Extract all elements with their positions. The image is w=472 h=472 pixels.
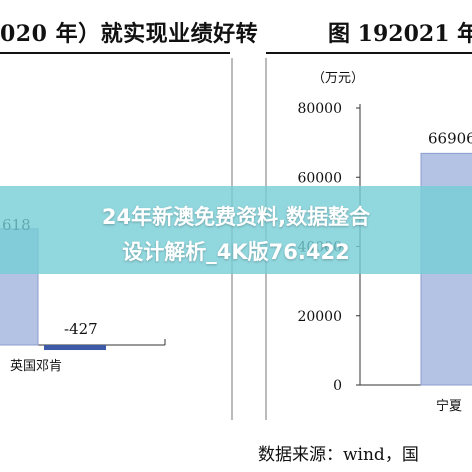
right-category-label: 宁夏 bbox=[436, 398, 462, 414]
right-y-unit-label: （万元） bbox=[312, 71, 364, 86]
source-note: 数据来源：wind，国 bbox=[258, 445, 419, 465]
left-chart-title: 020 年）就实现业绩好转 bbox=[0, 21, 259, 47]
banner-line-1: 24年新澳免费资料,数据整合 bbox=[101, 205, 371, 229]
right-chart-title: 图 192021 年 bbox=[328, 21, 472, 47]
right-y-tick-label-1: 20000 bbox=[297, 309, 342, 325]
right-y-tick-label-3: 60000 bbox=[297, 170, 342, 186]
watermark-banner bbox=[0, 186, 472, 274]
left-bar-1 bbox=[44, 345, 106, 351]
banner-line-2: 设计解析_4K版76.422 bbox=[122, 240, 350, 264]
left-title-rule bbox=[0, 52, 230, 54]
right-y-tick-label-0: 0 bbox=[333, 378, 342, 394]
right-title-rule bbox=[266, 52, 472, 54]
right-y-tick-label-4: 80000 bbox=[297, 101, 342, 117]
left-bar-1-value-label: -427 bbox=[64, 320, 98, 338]
right-bar-0-value-label: 66906 bbox=[428, 129, 472, 147]
left-category-label: 英国邓肯 bbox=[10, 359, 62, 374]
